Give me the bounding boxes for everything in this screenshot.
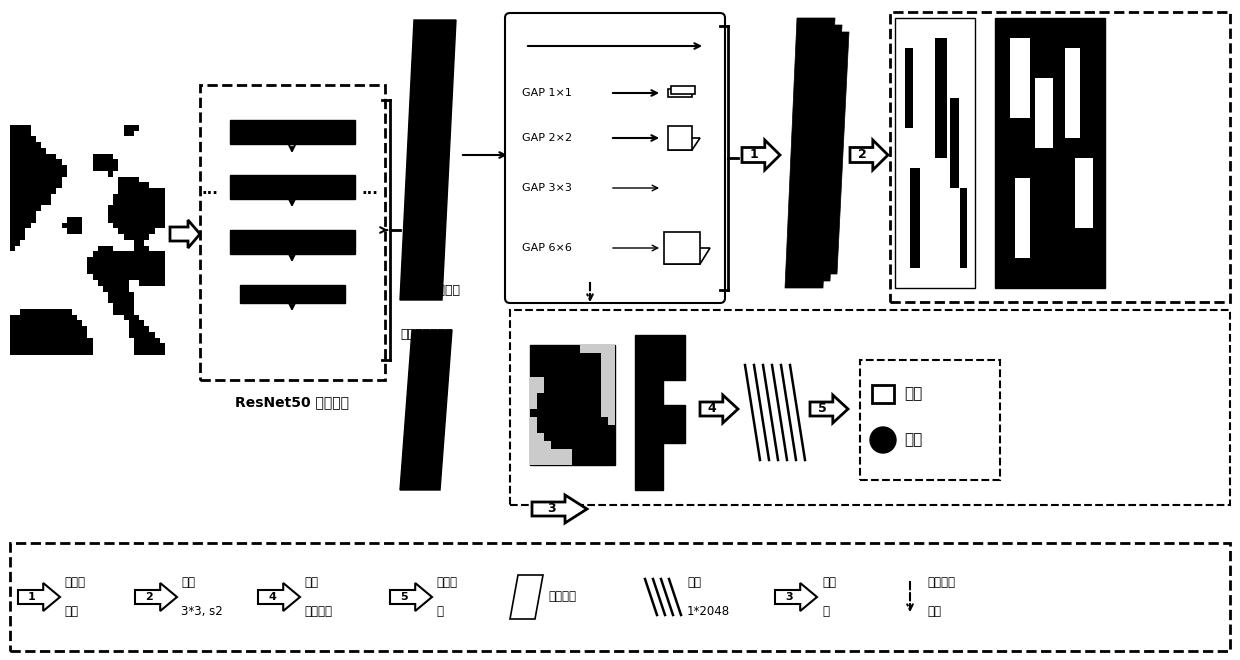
FancyBboxPatch shape: [505, 13, 725, 303]
Text: 1: 1: [750, 148, 759, 162]
Text: 4: 4: [268, 592, 277, 602]
Polygon shape: [849, 140, 888, 170]
Text: 3: 3: [548, 502, 557, 515]
Bar: [1011, 38, 1030, 118]
Text: 良性: 良性: [904, 387, 923, 401]
Bar: [1035, 78, 1053, 148]
Polygon shape: [775, 583, 817, 611]
Text: 卷积: 卷积: [304, 576, 317, 589]
Polygon shape: [742, 140, 780, 170]
Bar: [861, 360, 999, 480]
Polygon shape: [668, 138, 701, 150]
Polygon shape: [391, 583, 432, 611]
Polygon shape: [785, 18, 835, 288]
Bar: [872, 385, 894, 403]
Circle shape: [870, 427, 897, 453]
Text: 3*3, s2: 3*3, s2: [181, 605, 223, 618]
Text: GAP 3×3: GAP 3×3: [522, 183, 572, 193]
Text: 传递: 传递: [928, 605, 941, 618]
Polygon shape: [792, 25, 842, 281]
Bar: [663, 232, 701, 264]
Bar: [241, 285, 345, 303]
Bar: [229, 175, 355, 199]
Text: 卷积: 卷积: [181, 576, 195, 589]
Polygon shape: [170, 220, 200, 248]
Polygon shape: [701, 395, 738, 423]
Text: 5: 5: [401, 592, 408, 602]
Bar: [895, 18, 975, 288]
Text: 良恶性分级分支: 良恶性分级分支: [401, 329, 453, 341]
Text: ResNet50 骨干网络: ResNet50 骨干网络: [236, 395, 348, 409]
Polygon shape: [663, 248, 711, 264]
Text: 基本: 基本: [822, 576, 836, 589]
Bar: [910, 168, 920, 268]
Bar: [635, 335, 663, 490]
Bar: [200, 85, 384, 380]
Bar: [10, 543, 1230, 651]
Bar: [1065, 48, 1080, 138]
Text: GAP 1×1: GAP 1×1: [522, 88, 572, 98]
Text: ...: ...: [362, 183, 378, 197]
Bar: [668, 126, 692, 150]
Bar: [1075, 158, 1092, 228]
Bar: [905, 48, 913, 128]
Bar: [529, 345, 615, 465]
Bar: [935, 38, 947, 158]
Text: ...: ...: [202, 183, 218, 197]
Text: GAP 6×6: GAP 6×6: [522, 243, 572, 253]
Polygon shape: [799, 32, 849, 274]
Polygon shape: [19, 583, 60, 611]
Bar: [960, 188, 967, 268]
Polygon shape: [135, 583, 177, 611]
Bar: [663, 335, 684, 380]
Text: 3: 3: [785, 592, 792, 602]
Text: 层: 层: [436, 605, 443, 618]
Text: 1: 1: [29, 592, 36, 602]
Text: 恶性: 恶性: [904, 432, 923, 447]
Bar: [668, 89, 692, 97]
Polygon shape: [510, 575, 543, 619]
Bar: [229, 120, 355, 144]
Bar: [229, 230, 355, 254]
Text: 腺体结构分割分支: 腺体结构分割分支: [401, 284, 460, 296]
Text: 积: 积: [822, 605, 830, 618]
Bar: [994, 18, 1105, 288]
Bar: [671, 86, 694, 94]
Text: 5: 5: [817, 403, 826, 416]
Polygon shape: [532, 495, 587, 523]
Bar: [510, 310, 1230, 505]
Text: 插值: 插值: [64, 605, 78, 618]
Text: 全连接: 全连接: [436, 576, 458, 589]
Polygon shape: [258, 583, 300, 611]
Text: 1*2048: 1*2048: [687, 605, 730, 618]
Text: 先验信息: 先验信息: [928, 576, 955, 589]
Text: GAP 2×2: GAP 2×2: [522, 133, 572, 143]
Text: 全局池化: 全局池化: [304, 605, 332, 618]
Text: 双线性: 双线性: [64, 576, 86, 589]
Text: 2: 2: [145, 592, 153, 602]
Text: 向量: 向量: [687, 576, 701, 589]
Text: 2: 2: [858, 148, 867, 162]
Bar: [663, 405, 684, 443]
Text: 特征图谱: 特征图谱: [548, 591, 577, 603]
Bar: [890, 12, 1230, 302]
Polygon shape: [401, 330, 453, 490]
Text: 4: 4: [708, 403, 717, 416]
Bar: [950, 98, 959, 188]
Bar: [1016, 178, 1030, 258]
Polygon shape: [810, 395, 848, 423]
Polygon shape: [401, 20, 456, 300]
